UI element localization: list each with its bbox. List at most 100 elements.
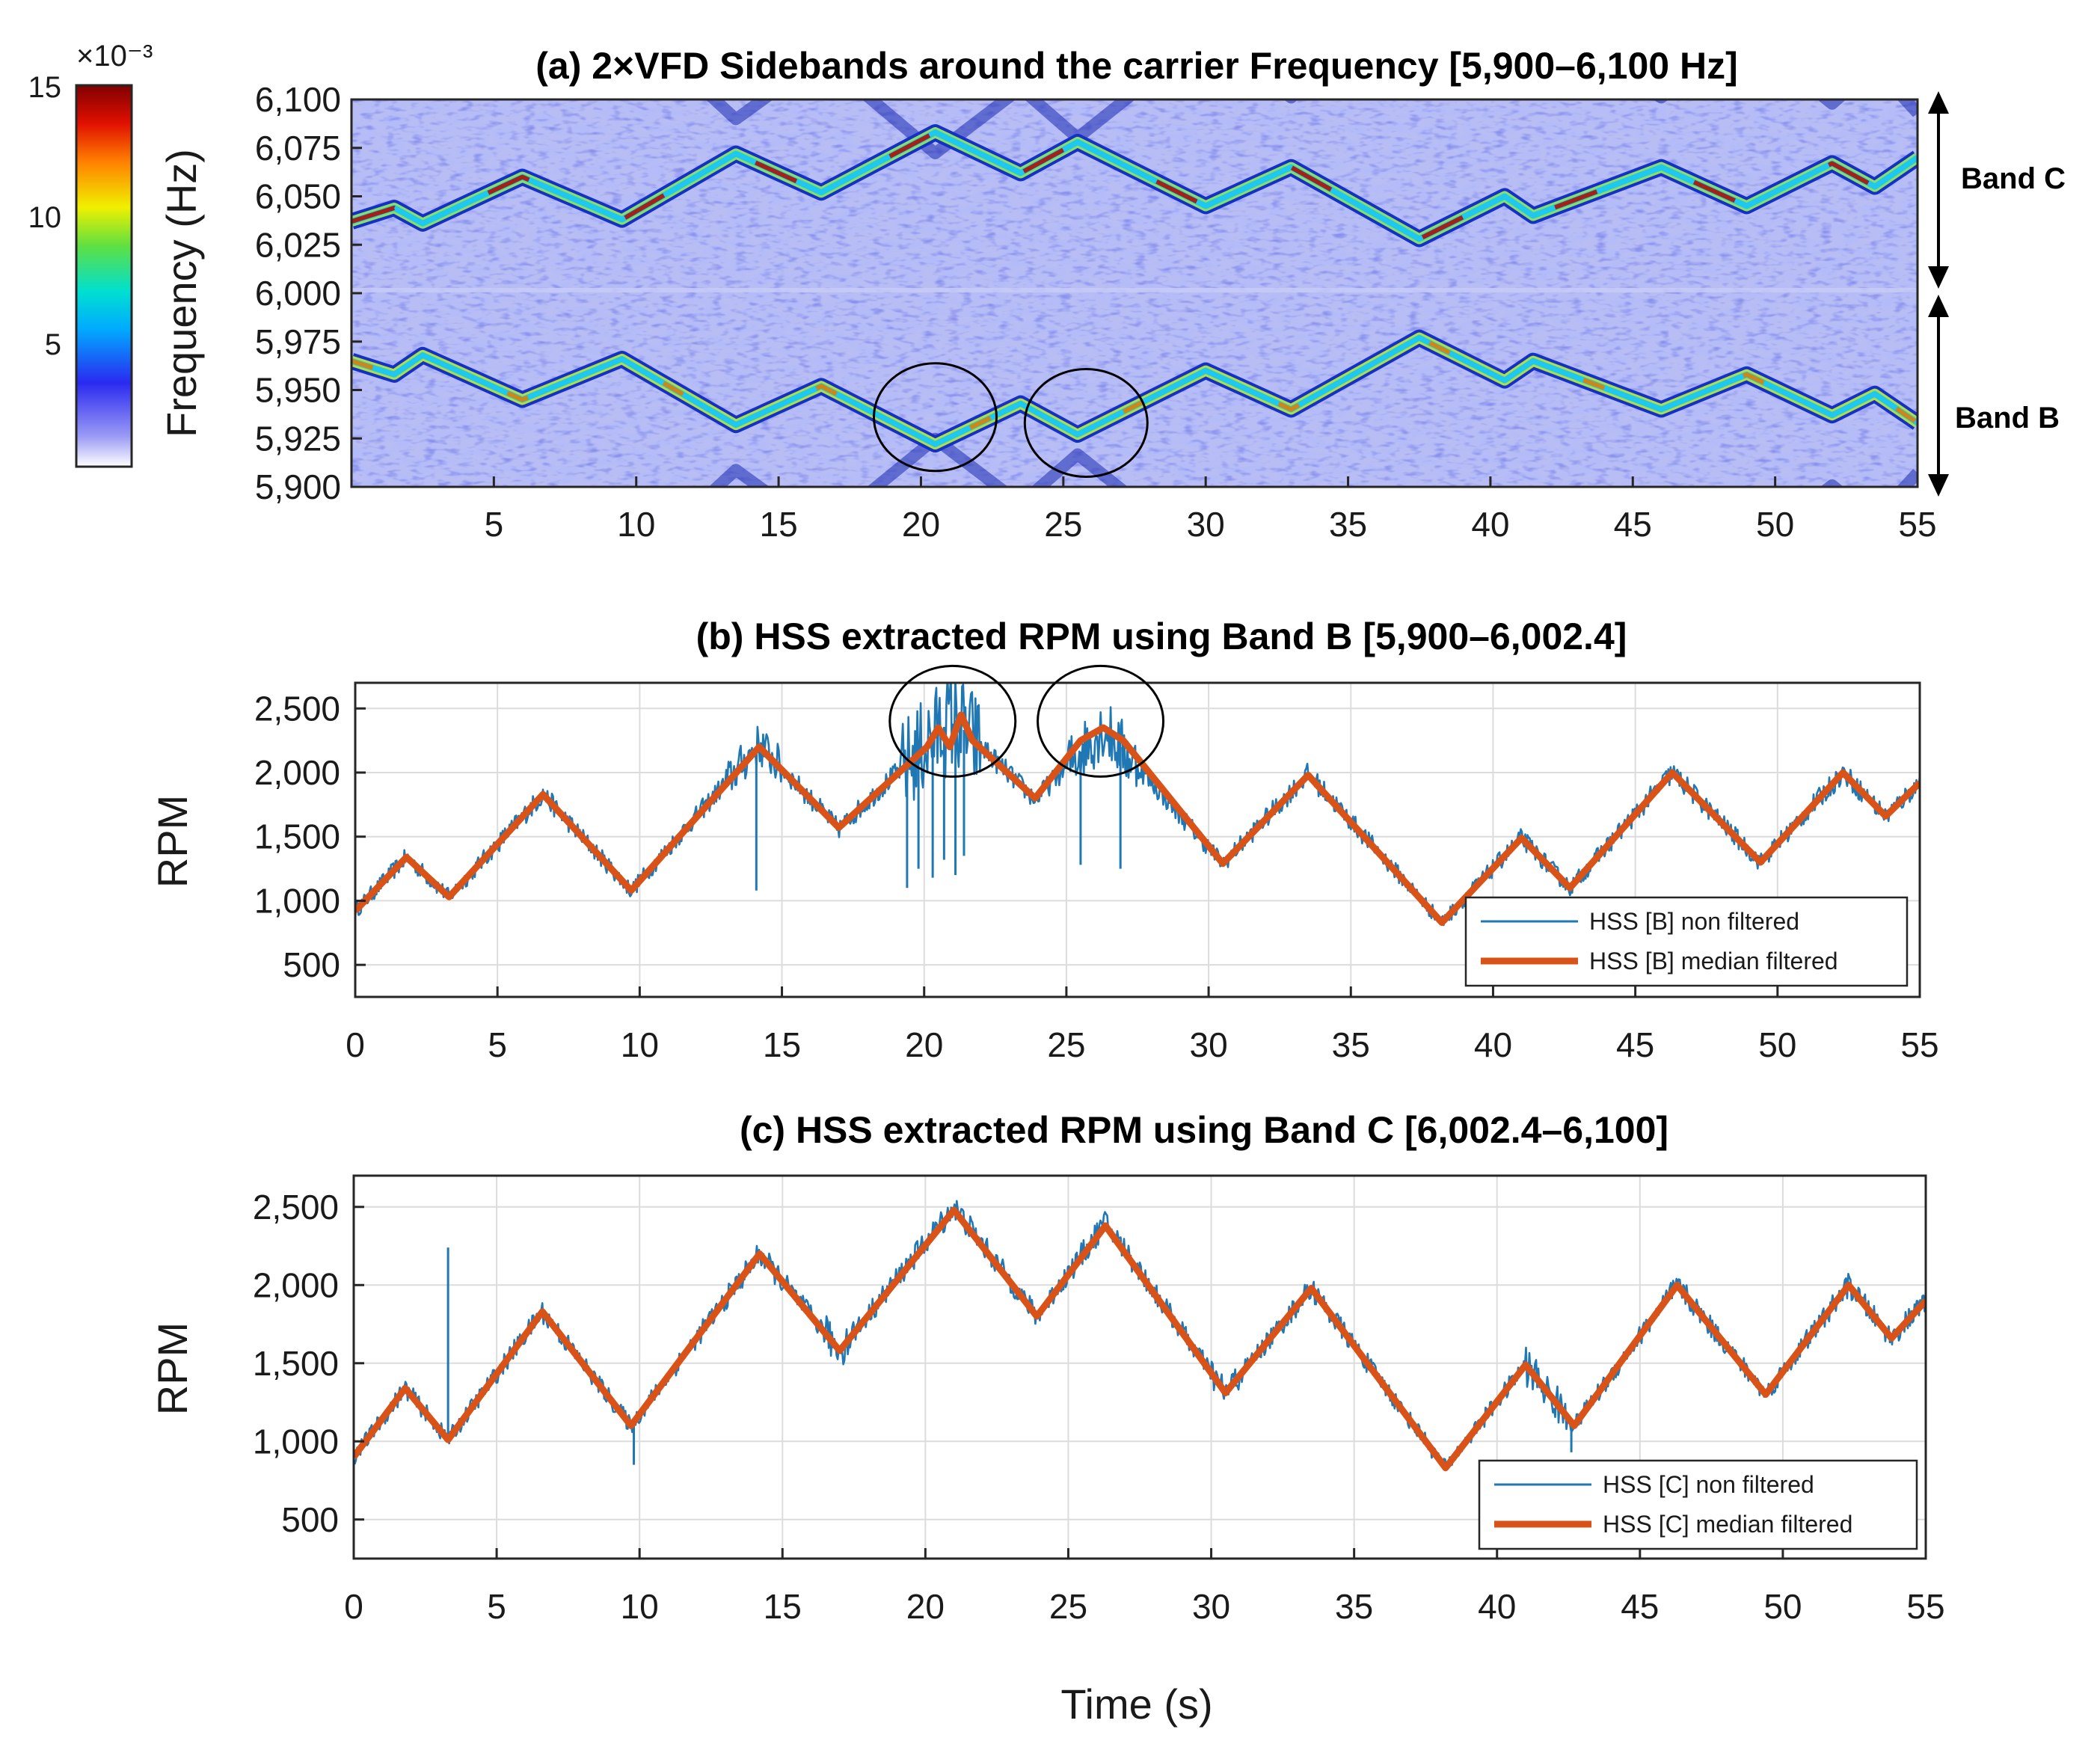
panel-b-ytick-label: 2,500 [254,689,340,728]
panel-b-median-line [355,711,1920,927]
panel-b-ytick-label: 1,500 [254,817,340,856]
panel-c-axes-box [352,1174,1927,1560]
panel-b-xtick-label: 20 [905,1025,943,1064]
annotation-circle [1037,664,1165,778]
panel-a-ytick-label: 6,050 [255,177,341,216]
panel-c-xtick-label: 55 [1906,1587,1944,1626]
annotation-circle [1023,368,1149,479]
panel-c-xtick-label: 35 [1335,1587,1373,1626]
panel-b-xtick-label: 30 [1190,1025,1228,1064]
panel-a-xtick-label: 50 [1756,505,1794,544]
panel-b-ticks: 500 1,000 1,500 2,000 2,500 0 5 10 15 20 25 30 35 40 4… [254,689,1939,1064]
panel-a-xtick-label: 20 [902,505,940,544]
panel-b-axes-box [354,681,1921,998]
panel-c-legend: HSS [C] non filtered HSS [C] median filt… [1478,1459,1918,1550]
panel-b-xtick-label: 15 [763,1025,801,1064]
carrier-gap [351,288,1918,292]
panel-c: (c) HSS extracted RPM using Band C [6,00… [149,1109,1945,1728]
panel-a-ytick-label: 5,975 [255,322,341,361]
panel-c-median-line [354,1206,1926,1472]
panel-a-ytick-label: 5,925 [255,419,341,458]
panel-a-xtick-label: 30 [1187,505,1225,544]
annotation-circle [872,362,998,473]
spectrogram-sidebands [351,124,1918,453]
panel-c-xtick-label: 0 [344,1587,363,1626]
panel-b-title: (b) HSS extracted RPM using Band B [5,90… [696,616,1627,657]
panel-b-ylabel: RPM [149,795,196,888]
panel-c-xtick-label: 45 [1621,1587,1659,1626]
panel-a-ytick-label: 6,025 [255,225,341,264]
panel-b-xtick-label: 25 [1047,1025,1085,1064]
panel-c-ytick-label: 2,500 [253,1188,339,1227]
panel-c-ytick-label: 1,500 [253,1344,339,1383]
panel-a-ytick-label: 6,100 [255,80,341,119]
panel-c-legend-box [1478,1459,1918,1550]
panel-c-xtick-label: 40 [1478,1587,1516,1626]
panel-a: (a) 2×VFD Sidebands around the carrier F… [28,40,2066,544]
panel-a-xtick-label: 10 [617,505,655,544]
colorbar: 5 10 15 ×10⁻³ [28,40,153,468]
panel-c-ytick-label: 2,000 [253,1265,339,1304]
panel-b-ytick-label: 1,000 [254,881,340,920]
annotation-circle [888,664,1017,778]
colorbar-exponent: ×10⁻³ [76,40,153,73]
legend-b-median-label: HSS [B] median filtered [1589,948,1838,974]
colorbar-tick-10: 10 [28,201,62,234]
panel-a-xtick-label: 45 [1614,505,1652,544]
colorbar-tick-5: 5 [45,328,61,361]
panel-b-xtick-label: 5 [488,1025,507,1064]
panel-b-xtick-label: 50 [1758,1025,1796,1064]
panel-b-ytick-label: 2,000 [254,753,340,792]
panel-a-xtick-label: 5 [485,505,504,544]
panel-c-title: (c) HSS extracted RPM using Band C [6,00… [740,1109,1668,1151]
colorbar-gradient [75,84,133,468]
colorbar-tick-15: 15 [28,71,62,104]
panel-a-ticks: 5,900 5,925 5,950 5,975 6,000 6,025 6,050 6,075… [255,80,1937,544]
panel-b-xtick-label: 10 [621,1025,659,1064]
legend-b-nonfiltered-label: HSS [B] non filtered [1589,908,1799,935]
band-c-label: Band C [1961,162,2066,195]
panel-b-xtick-label: 55 [1900,1025,1938,1064]
spectrogram-noise-fine [351,99,1918,487]
panel-c-xtick-label: 15 [764,1587,802,1626]
panel-c-ytick-label: 500 [281,1500,339,1539]
panel-c-series [354,1200,1926,1472]
panel-a-xtick-label: 55 [1898,505,1936,544]
panel-b-xtick-label: 45 [1616,1025,1654,1064]
panel-b-ytick-label: 500 [283,945,340,984]
panel-a-ylabel: Frequency (Hz) [158,149,205,438]
panel-c-xtick-label: 5 [487,1587,506,1626]
panel-b-xtick-label: 35 [1332,1025,1370,1064]
band-b-arrow [1928,295,1949,497]
panel-a-ytick-label: 6,000 [255,274,341,313]
panel-a-xtick-label: 25 [1044,505,1082,544]
panel-b-annotations [888,664,1165,778]
panel-a-xtick-label: 15 [760,505,798,544]
panel-a-ytick-label: 5,900 [255,467,341,506]
panel-c-xlabel: Time (s) [1060,1680,1212,1728]
panel-c-xtick-label: 50 [1763,1587,1802,1626]
sideband-hot [351,335,1918,447]
panel-b-legend: HSS [B] non filtered HSS [B] median filt… [1464,896,1909,987]
panel-c-ytick-label: 1,000 [253,1422,339,1461]
panel-c-xtick-label: 20 [906,1587,945,1626]
panel-b: (b) HSS extracted RPM using Band B [5,90… [149,616,1939,1064]
panel-b-xtick-label: 40 [1474,1025,1512,1064]
panel-b-xtick-label: 0 [346,1025,365,1064]
panel-b-legend-box [1464,896,1909,987]
panel-c-xtick-label: 10 [621,1587,659,1626]
panel-a-ytick-label: 6,075 [255,129,341,168]
sideband-hot [351,130,1918,242]
panel-c-ylabel: RPM [149,1322,196,1415]
panel-a-xtick-label: 35 [1329,505,1367,544]
legend-c-median-label: HSS [C] median filtered [1603,1511,1852,1538]
panel-c-xtick-label: 30 [1192,1587,1230,1626]
panel-a-xtick-label: 40 [1471,505,1509,544]
band-b-label: Band B [1955,402,2060,435]
legend-c-nonfiltered-label: HSS [C] non filtered [1603,1471,1814,1498]
band-c-arrow [1928,91,1949,289]
panel-a-annotations [872,362,1149,479]
panel-a-title: (a) 2×VFD Sidebands around the carrier F… [535,45,1738,87]
panel-c-xtick-label: 25 [1049,1587,1087,1626]
